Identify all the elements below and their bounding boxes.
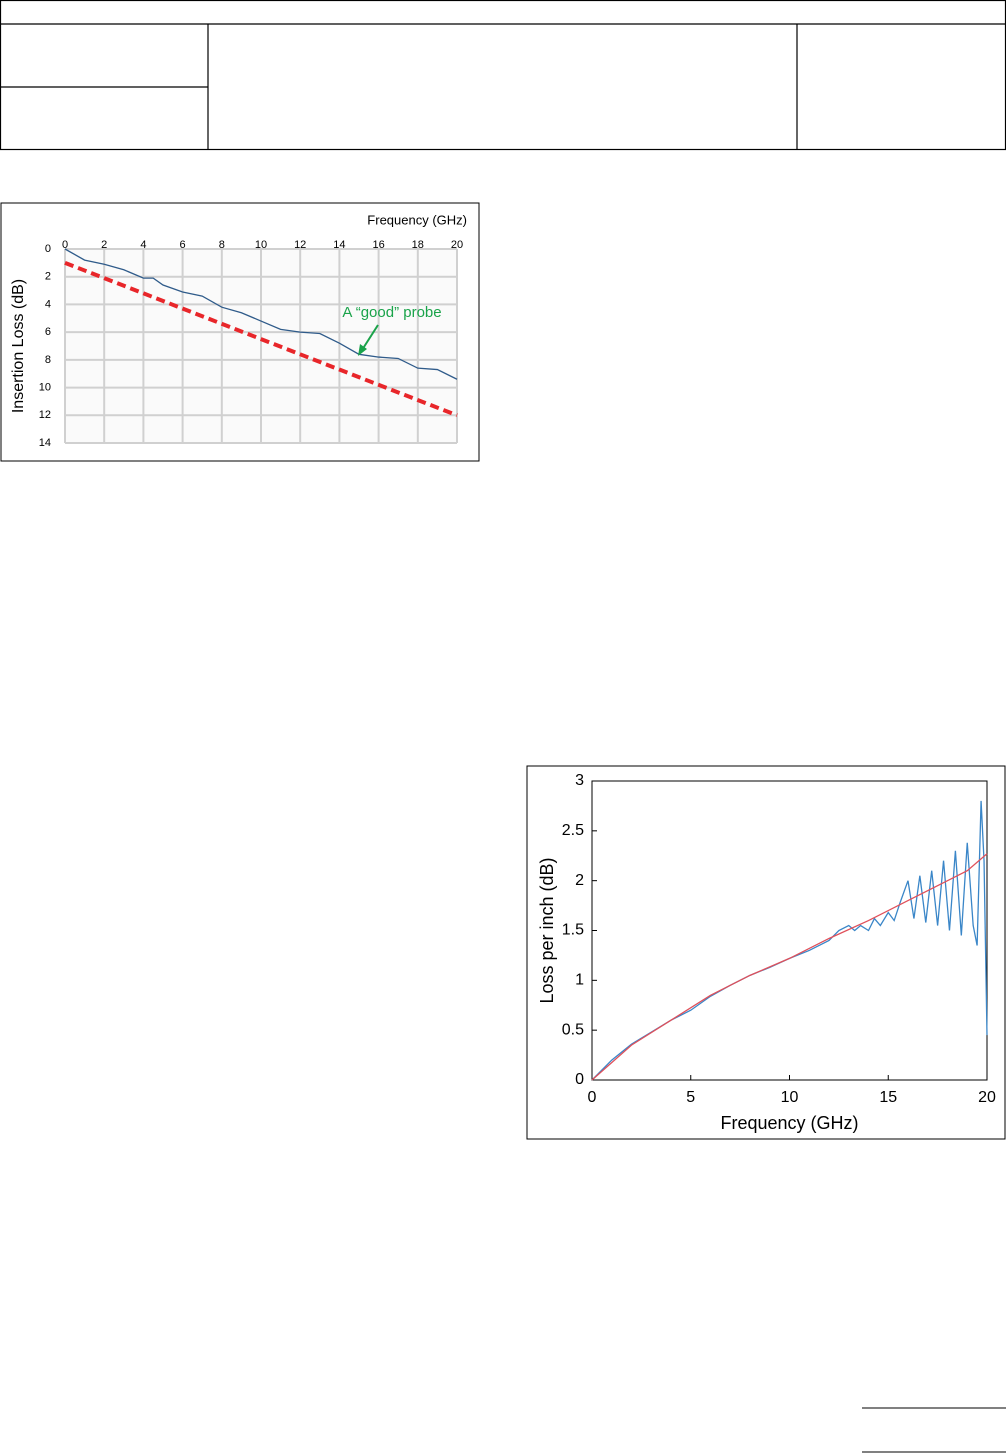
y-tick-label: 1: [575, 972, 584, 989]
data-line: [64, 260, 458, 418]
x-tick-label: 10: [255, 239, 267, 251]
y-tick-label: 2: [45, 271, 51, 283]
y-tick-label: 2.5: [562, 822, 584, 839]
y-tick-label: 2: [575, 872, 584, 889]
x-tick-label: 12: [294, 239, 306, 251]
x-tick-label: 18: [412, 239, 424, 251]
figure-frame: [526, 765, 1006, 1140]
x-tick-label: 10: [781, 1089, 799, 1106]
y-tick-label: 0: [45, 243, 51, 255]
y-tick-label: 1.5: [562, 922, 584, 939]
x-tick-label: 16: [372, 239, 384, 251]
y-tick-label: 6: [45, 326, 51, 338]
x-axis-label: Frequency (GHz): [367, 212, 467, 227]
x-tick-label: 5: [686, 1089, 695, 1106]
chart-insertion-loss: 0 2 4 6 8 10 12 14 16 18 20 0 2 4 6 8 10 12 14 Frequency (G…: [10, 212, 467, 448]
x-tick-label: 8: [219, 239, 225, 251]
x-axis-label: Frequency (GHz): [720, 1113, 858, 1133]
chart-loss-per-inch: 0 5 10 15 20 0 0.5 1 1.5 2 2.5 3 Frequency (GHz) Loss…: [537, 772, 996, 1133]
data-line: [64, 248, 458, 380]
x-tick-label: 20: [451, 239, 463, 251]
plot-frame: [591, 780, 988, 1081]
x-tick-label: 15: [879, 1089, 897, 1106]
figure-frame: [0, 202, 480, 462]
x-tick-label: 0: [62, 239, 68, 251]
x-tick-label: 2: [101, 239, 107, 251]
y-tick-label: 0: [575, 1071, 584, 1088]
annotation-arrowhead: [358, 344, 367, 356]
y-tick-label: 8: [45, 354, 51, 366]
annotation-arrow: [361, 324, 379, 351]
data-line: [591, 853, 988, 1081]
x-tick-label: 20: [978, 1089, 996, 1106]
y-tick-label: 3: [575, 772, 584, 789]
x-tick-label: 14: [333, 239, 345, 251]
x-tick-label: 6: [180, 239, 186, 251]
y-tick-label: 12: [39, 409, 51, 421]
y-axis-label: Loss per inch (dB): [537, 857, 557, 1003]
data-line: [591, 800, 988, 1081]
y-tick-label: 4: [45, 298, 51, 310]
y-tick-label: 0.5: [562, 1021, 584, 1038]
header-table: [0, 0, 1006, 151]
table-border: [0, 0, 1006, 151]
annotation: A “good” probe: [342, 304, 441, 321]
y-tick-label: 14: [39, 437, 51, 449]
x-tick-label: 4: [140, 239, 146, 251]
x-tick-label: 0: [588, 1089, 597, 1106]
y-axis-label: Insertion Loss (dB): [10, 279, 27, 413]
y-tick-label: 10: [39, 381, 51, 393]
